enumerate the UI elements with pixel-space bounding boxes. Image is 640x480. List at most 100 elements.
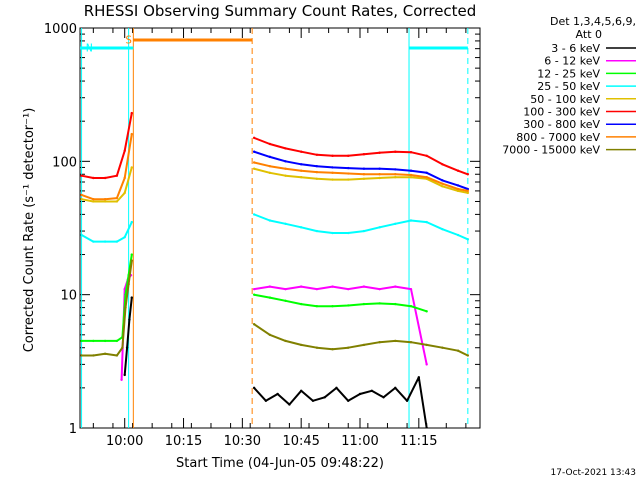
data-point [130, 259, 133, 262]
data-point [299, 226, 303, 229]
series-line [253, 213, 469, 241]
data-point [331, 178, 334, 181]
data-point [315, 170, 319, 174]
data-point [268, 296, 272, 299]
data-point [362, 167, 366, 170]
flag-label-N: N [86, 42, 93, 55]
data-point [80, 354, 83, 357]
data-point [466, 187, 470, 191]
chart-title: RHESSI Observing Summary Count Rates, Co… [84, 2, 477, 20]
data-point [268, 333, 272, 337]
data-point [80, 339, 83, 343]
data-point [441, 185, 444, 188]
data-point [284, 160, 287, 163]
data-point [284, 339, 287, 343]
data-point [358, 392, 362, 396]
data-point [268, 171, 272, 175]
legend-label: 300 - 800 keV [523, 118, 600, 131]
data-point [370, 389, 373, 393]
data-point [299, 169, 303, 172]
data-point [123, 149, 126, 152]
data-point [331, 154, 334, 158]
data-point [299, 285, 303, 288]
data-point [378, 176, 381, 180]
data-point [331, 171, 334, 175]
data-point [466, 238, 470, 241]
data-point [130, 132, 133, 136]
data-point [288, 403, 291, 406]
data-point [378, 341, 381, 344]
data-point [284, 167, 287, 170]
legend-label: 7000 - 15000 keV [502, 144, 600, 157]
data-point [124, 306, 127, 309]
legend-label: 50 - 100 keV [530, 93, 600, 106]
x-tick-label: 11:00 [341, 434, 378, 449]
data-point [252, 167, 256, 170]
data-point [394, 168, 397, 171]
data-point [315, 304, 319, 308]
data-point [425, 220, 428, 224]
data-point [268, 285, 272, 288]
data-point [284, 147, 287, 150]
data-point [252, 323, 256, 326]
data-point [362, 302, 366, 306]
data-point [103, 240, 107, 243]
x-tick-label: 11:15 [400, 434, 437, 449]
data-point [92, 339, 95, 343]
series-line [81, 254, 133, 342]
data-point [331, 166, 334, 169]
data-point [362, 177, 366, 180]
data-point [441, 163, 444, 166]
x-tick-label: 10:30 [224, 434, 261, 449]
data-point [347, 154, 350, 158]
legend-label: 6 - 12 keV [544, 55, 600, 68]
data-point [409, 287, 413, 291]
data-point [252, 386, 256, 390]
data-point [378, 167, 381, 170]
data-point [123, 191, 126, 195]
data-point [409, 304, 413, 308]
data-point [103, 352, 107, 356]
data-point [347, 346, 350, 349]
data-point [378, 173, 381, 176]
data-point [441, 227, 444, 231]
data-point [347, 304, 350, 307]
data-point [103, 200, 107, 203]
data-point [378, 226, 381, 229]
data-point [80, 193, 83, 197]
attenuator-label: Att 0 [576, 28, 602, 41]
data-point [394, 302, 397, 306]
data-point [347, 287, 350, 291]
data-point [311, 399, 315, 402]
x-tick-label: 10:00 [106, 434, 143, 449]
data-point [382, 396, 385, 399]
data-point [299, 150, 303, 153]
data-point [394, 339, 397, 343]
data-point [394, 176, 397, 179]
plot-area: 1 10 100 1000 10:00 10:15 10:30 10:45 11:00 11:15… [44, 22, 481, 449]
data-point [425, 343, 428, 347]
data-point [315, 164, 319, 168]
data-point [120, 378, 123, 381]
data-point [252, 293, 256, 296]
data-point [315, 177, 319, 180]
data-point [284, 222, 287, 226]
data-point [252, 213, 256, 216]
data-point [315, 153, 319, 156]
data-point [103, 197, 107, 201]
data-point [130, 166, 133, 169]
data-point [394, 222, 397, 226]
data-point [92, 197, 95, 201]
legend-label: 25 - 50 keV [537, 80, 600, 93]
data-point [115, 339, 119, 343]
axes-frame [79, 27, 481, 429]
y-tick-label: 1000 [44, 22, 77, 37]
data-point [130, 220, 133, 224]
data-point [425, 310, 428, 313]
y-tick-label: 100 [52, 155, 77, 170]
data-point [378, 151, 381, 154]
data-point [456, 184, 460, 187]
data-point [331, 347, 334, 351]
data-point [80, 174, 83, 177]
data-point [299, 176, 303, 179]
